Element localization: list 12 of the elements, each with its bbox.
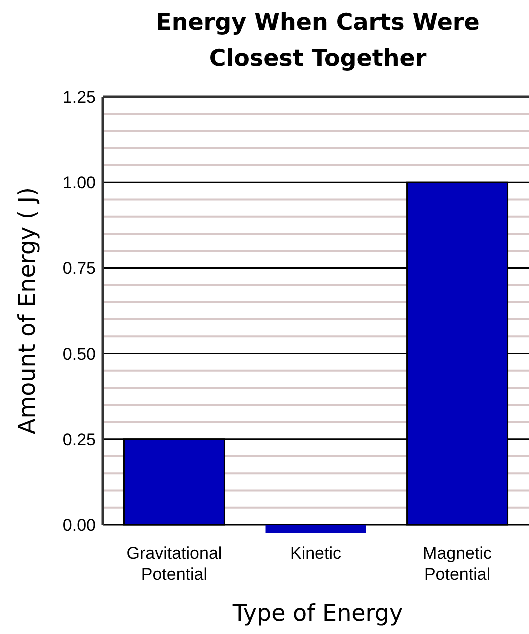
y-tick-label: 0.25 [62,430,96,450]
chart-title: Energy When Carts Were Closest Together [156,10,480,72]
y-tick-label: 0.00 [62,516,96,535]
y-tick-label: 0.75 [62,259,96,278]
y-axis-title: Amount of Energy ( J) [15,187,41,435]
y-tick-label: 0.50 [62,344,96,364]
y-tick-label: 1.25 [62,88,96,107]
x-axis-title: Type of Energy [232,601,404,627]
x-tick-label: Kinetic [290,544,342,563]
y-tick-label: 1.00 [62,174,96,193]
x-tick-label: Gravitational Potential [126,544,222,584]
x-tick-label: Magnetic Potential [423,544,493,584]
